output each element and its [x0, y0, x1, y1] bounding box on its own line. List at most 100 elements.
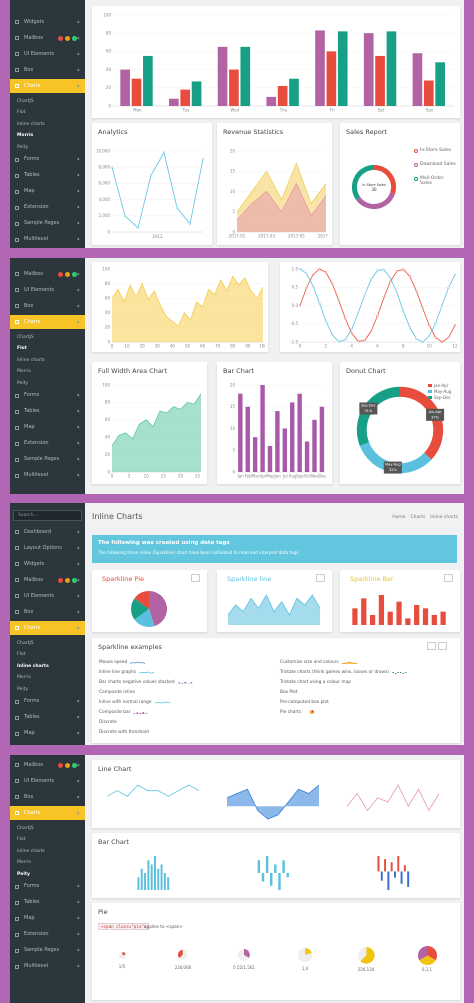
bar [145, 713, 148, 714]
line [236, 182, 327, 221]
marker [311, 273, 315, 276]
card: Bar Chart [92, 833, 460, 898]
bar [167, 877, 170, 890]
y-tick-label: 20 [105, 452, 111, 457]
menu-label: ChartJS [17, 640, 34, 646]
x-tick-label: 5 [128, 474, 131, 479]
menu-item: Multilevel [10, 960, 85, 974]
pie-slice [243, 949, 250, 958]
badge [72, 271, 77, 277]
menu-item: Sample Pages [10, 453, 85, 467]
x-tick-label: May [266, 474, 275, 479]
menu-item: Extension [10, 201, 85, 215]
marker [337, 299, 340, 302]
line [130, 661, 146, 664]
bar [393, 871, 396, 878]
menu-icon [15, 715, 19, 720]
example-label: Composite inline [99, 689, 135, 695]
example-label: Tristate chart using a colour map [280, 679, 351, 685]
marker [188, 222, 192, 225]
pie-slice [134, 591, 149, 609]
bar [352, 608, 358, 625]
chevron [76, 779, 80, 783]
center-label: In-Store Sales [362, 183, 386, 187]
x-tick-label: Nov [311, 474, 319, 479]
chevron [76, 594, 80, 598]
chevron [76, 272, 80, 276]
bar [400, 871, 403, 884]
menu-icon [15, 173, 19, 178]
pie-label: 0.52/1.561 [233, 965, 255, 971]
area-fill [228, 595, 320, 625]
menu-item: Box [10, 299, 85, 313]
menu-label: UI Elements [24, 592, 55, 599]
menu-label: Morris [17, 675, 31, 680]
card-title: Donut Chart [346, 367, 386, 375]
menu-label: Map [24, 915, 35, 921]
marker [350, 332, 353, 335]
bar [397, 856, 400, 872]
breadcrumb-item: Inline charts [430, 515, 458, 520]
menu-item: Peity [10, 379, 85, 390]
bar [217, 46, 228, 106]
menu-label: Inline charts [17, 663, 49, 669]
menu-label: ChartJS [17, 334, 34, 340]
marker [369, 330, 373, 333]
y-tick-label: 10,000 [96, 148, 110, 153]
x-tick-label: 60 [200, 344, 206, 349]
card: Pie <span class="pie"> applies to <span> 1/… [92, 903, 460, 1000]
bar [375, 55, 385, 106]
example-label: Box Plot [280, 689, 298, 695]
menu-item: Inline charts [10, 120, 85, 131]
pie-label: 0,1,1 [421, 967, 433, 973]
menu-icon [15, 221, 19, 226]
bar [304, 441, 310, 472]
x-tick-label: 20 [178, 474, 184, 479]
pie-slice [357, 946, 366, 961]
page-title: Inline Charts [92, 512, 143, 521]
menu-label: Widgets [24, 560, 45, 567]
card: 0 20 40 60 80 100 Mon Tue Wed Thu Fri Sat Sun [92, 6, 460, 118]
marker [408, 326, 411, 329]
bar [120, 69, 130, 106]
chevron [76, 811, 80, 815]
badge [58, 271, 63, 277]
alert: The following was created using data tag… [92, 535, 457, 563]
marker [357, 312, 360, 315]
center-value: 30 [371, 187, 377, 192]
chevron [76, 457, 80, 461]
x-tick-label: Jul [282, 474, 288, 479]
area-fill [112, 276, 263, 342]
bar [252, 437, 258, 472]
bar [178, 682, 180, 684]
bar [191, 81, 202, 106]
menu-icon [15, 441, 19, 446]
chevron [76, 304, 80, 308]
card-title: Sparkline Bar [350, 575, 394, 583]
menu-label: Sample Pages [24, 220, 60, 226]
legend-swatch [428, 396, 432, 399]
menu-item: Widgets [10, 15, 85, 29]
menu-item: Peity [10, 870, 85, 881]
example-row: Tristate chart using a colour map [280, 678, 351, 686]
example-label: Discrete [99, 719, 117, 725]
menu-label: Charts [24, 82, 41, 89]
marker [421, 307, 424, 310]
bar [267, 445, 273, 472]
menu-item: Inline charts [10, 662, 85, 673]
x-tick-label: Wed [230, 108, 239, 113]
pie-slice [304, 947, 312, 955]
donut-segment [351, 164, 375, 200]
x-tick-label: 0 [111, 474, 114, 479]
code-snippet: <span class="pie"> [98, 923, 150, 930]
menu-icon [15, 20, 19, 24]
menu-icon [15, 272, 19, 276]
menu-item: Box [10, 790, 85, 804]
menu-icon [15, 393, 19, 398]
menu-item: ChartJS [10, 639, 85, 650]
bar [240, 46, 251, 106]
marker [389, 280, 392, 283]
bar [387, 611, 393, 625]
menu-item: Mailbox [10, 31, 85, 45]
sidebar: Search... Dashboard Layout Options Widgets M… [10, 503, 85, 745]
